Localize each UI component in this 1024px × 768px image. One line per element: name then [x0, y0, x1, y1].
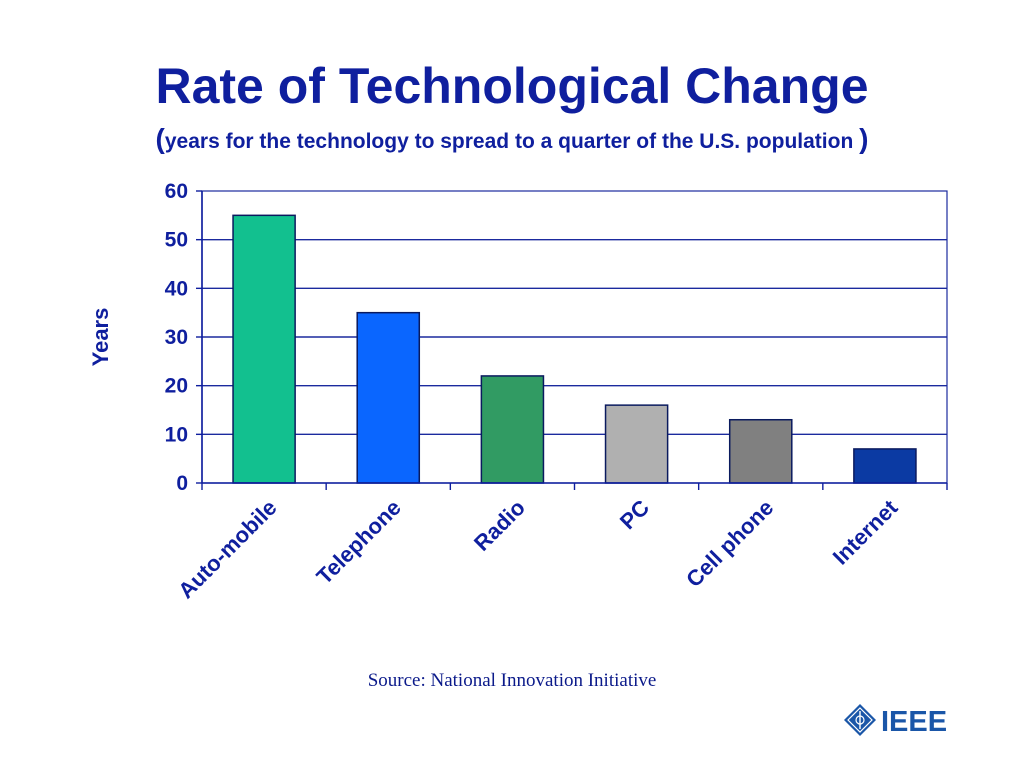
bar-pc — [604, 404, 669, 484]
source-note: Source: National Innovation Initiative — [367, 670, 657, 691]
subtitle-open-paren: ( — [155, 123, 165, 154]
x-tick-label-radio: Radio — [469, 495, 530, 556]
y-tick-label-0: 0 — [176, 472, 188, 495]
bar-chart: 0 10 20 30 40 50 60 Auto-mobile Telephone Radio P… — [88, 180, 948, 603]
x-tick-label-pc: PC — [615, 495, 654, 534]
x-tick-labels: Auto-mobile Telephone Radio PC Cell phone Int… — [173, 494, 903, 603]
y-tick-labels: 0 10 20 30 40 50 60 — [165, 180, 188, 495]
x-tick-label-cell-phone: Cell phone — [681, 495, 778, 592]
y-tick-label-50: 50 — [165, 229, 188, 252]
x-tick-label-telephone: Telephone — [311, 495, 405, 589]
gridlines — [202, 238, 947, 436]
y-tick-label-30: 30 — [165, 326, 188, 349]
ieee-wordmark: IEEE — [881, 706, 947, 738]
bar-internet — [853, 448, 917, 484]
slide-title: Rate of Technological Change — [155, 58, 869, 114]
y-tick-label-10: 10 — [165, 423, 188, 446]
subtitle-close-paren: ) — [859, 123, 869, 154]
bar-cell-phone — [728, 418, 793, 484]
y-tick-label-20: 20 — [165, 375, 188, 398]
y-tick-label-60: 60 — [165, 180, 188, 203]
bar-auto-mobile — [232, 214, 296, 484]
bar-radio — [480, 375, 545, 484]
x-tick-label-auto-mobile: Auto-mobile — [173, 495, 281, 603]
y-axis-label: Years — [88, 308, 113, 367]
subtitle-text: years for the technology to spread to a … — [164, 130, 860, 153]
y-tick-label-40: 40 — [165, 277, 188, 300]
ieee-diamond-icon — [844, 704, 876, 736]
ieee-logo: IEEE — [844, 704, 947, 738]
axes — [196, 190, 948, 490]
bar-telephone — [356, 311, 421, 484]
slide-subtitle: (years for the technology to spread to a… — [0, 122, 1024, 159]
x-tick-label-internet: Internet — [828, 494, 903, 569]
bars — [232, 214, 917, 484]
